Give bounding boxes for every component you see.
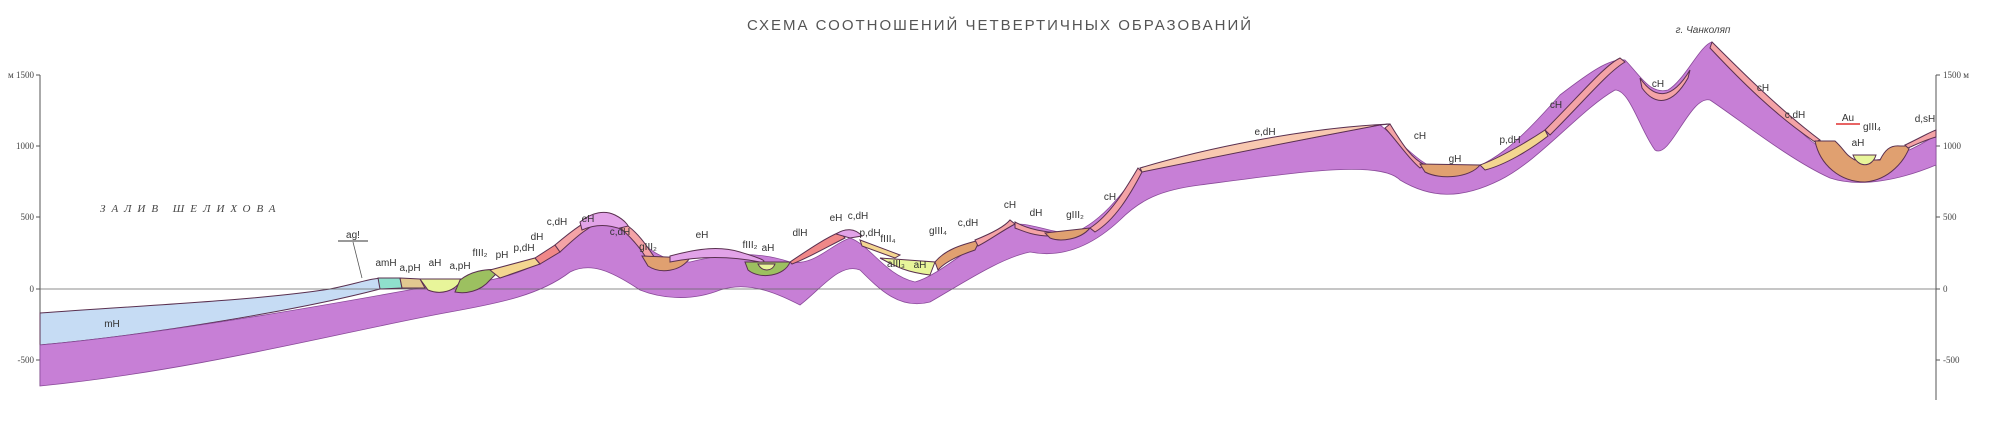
unit-label: fIII₂: [743, 240, 758, 251]
unit-label: aH: [914, 260, 927, 271]
sea-name: ЗАЛИВ ШЕЛИХОВА: [100, 203, 282, 215]
deposit-eH-1: [579, 211, 630, 233]
deposit-amH: [377, 277, 403, 290]
tick-label: 0: [30, 284, 35, 294]
diagram-title: СХЕМА СООТНОШЕНИЙ ЧЕТВЕРТИЧНЫХ ОБРАЗОВАН…: [747, 16, 1253, 34]
tick-label: 0: [1943, 284, 1948, 294]
deposit-fIII2: [454, 269, 502, 294]
unit-label: gIII₄: [929, 226, 947, 237]
right-axis: 1500 м 1000 500 0 -500: [1935, 70, 1969, 400]
unit-label: c,dH: [848, 211, 869, 222]
unit-label: p,dH: [859, 228, 880, 239]
unit-label: c,dH: [958, 218, 979, 229]
unit-label: dH: [1030, 208, 1043, 219]
tick-label: м 1500: [8, 70, 34, 80]
deposit-cH-2: [1384, 123, 1427, 169]
unit-label: cH: [1652, 79, 1664, 90]
deposit-eH-3: [834, 229, 863, 239]
deposit-gIII4: [934, 239, 981, 271]
deposit-aIII3: [879, 257, 936, 276]
deposit-aH-2: [757, 263, 776, 271]
deposit-aH-4: [1852, 154, 1877, 166]
unit-label: dlH: [792, 228, 807, 239]
unit-label: cH: [1757, 83, 1769, 94]
deposit-pdH: [859, 239, 902, 259]
unit-label: p,dH: [513, 243, 534, 254]
bedrock-band: [39, 41, 1937, 387]
unit-label: eH: [582, 214, 595, 225]
tick-label: 1000: [16, 141, 35, 151]
unit-label: c,dH: [610, 227, 631, 238]
unit-label: cH: [1550, 100, 1562, 111]
unit-label: mH: [104, 319, 120, 330]
unit-label: aIII₃: [887, 259, 905, 270]
unit-label: p,dH: [1499, 135, 1520, 146]
unit-label: gIII₄: [1863, 122, 1881, 133]
peak-name: г. Чанколяп: [1676, 25, 1731, 36]
unit-label: c,dH: [547, 217, 568, 228]
unit-label: gH: [1449, 154, 1462, 165]
tick-label: 500: [21, 212, 35, 222]
unit-label: aH: [429, 258, 442, 269]
deposit-apH: [399, 277, 426, 289]
deposit-pdH-2: [1479, 129, 1549, 171]
unit-label: aH: [1852, 138, 1865, 149]
tick-label: 1500 м: [1943, 70, 1969, 80]
unit-label: cH: [1104, 192, 1116, 203]
unit-labels: ag! amH a,pH aH a,pH fIII₂ pH p,dH dH c,…: [104, 79, 1935, 330]
unit-label: cH: [1004, 200, 1016, 211]
unit-label: e,dH: [1254, 127, 1275, 138]
unit-label: eH: [830, 213, 843, 224]
unit-label: ag!: [346, 230, 360, 241]
unit-label: a,pH: [399, 263, 420, 274]
deposit-eH-2: [669, 248, 765, 263]
unit-label: gIII₂: [639, 242, 657, 253]
unit-label: gIII₂: [1066, 210, 1084, 221]
unit-label: a,pH: [449, 261, 470, 272]
unit-label: Au: [1842, 113, 1854, 124]
deposit-cH-3: [1544, 57, 1626, 136]
unit-label: c,dH: [1785, 110, 1806, 121]
unit-label: amH: [375, 258, 396, 269]
deposit-dlH: [789, 231, 846, 265]
unit-label: dH: [531, 232, 544, 243]
unit-label: fIII₂: [473, 248, 488, 259]
tick-label: 1000: [1943, 141, 1962, 151]
unit-label: d,sH: [1915, 114, 1936, 125]
tick-label: -500: [1943, 355, 1960, 365]
deposit-cH-4: [1639, 69, 1691, 101]
unit-label: eH: [696, 230, 709, 241]
unit-label: fIII₄: [880, 234, 895, 245]
unit-label: aH: [762, 243, 775, 254]
deposit-edH: [1139, 123, 1391, 173]
deposit-dsH: [1904, 129, 1937, 149]
unit-label: cH: [1414, 131, 1426, 142]
unit-label: pH: [496, 250, 509, 261]
tick-label: 500: [1943, 212, 1957, 222]
tick-label: -500: [18, 355, 35, 365]
left-axis: м 1500 1000 500 0 -500: [8, 70, 41, 386]
